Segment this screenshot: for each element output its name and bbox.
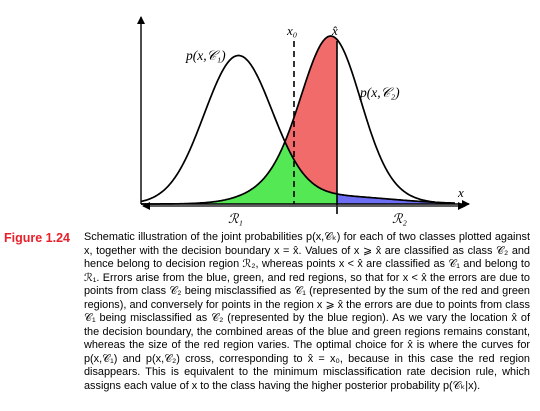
label-x-axis: x bbox=[457, 185, 464, 200]
blue-error-region bbox=[337, 193, 455, 204]
label-xhat: x̂ bbox=[331, 23, 338, 38]
label-region-r2: ℛ₂ bbox=[392, 211, 407, 226]
curve-p-x-c1 bbox=[140, 54, 455, 204]
label-p-x-c2: p(x,𝒞₂) bbox=[359, 85, 400, 100]
label-region-r1: ℛ₁ bbox=[228, 211, 243, 226]
red-error-region bbox=[285, 36, 337, 194]
green-error-region bbox=[141, 141, 337, 204]
label-x0: x₀ bbox=[286, 23, 297, 38]
caption-label: Figure 1.24 bbox=[4, 231, 70, 245]
joint-probability-figure: p(x,𝒞₁) p(x,𝒞₂) x₀ x̂ x ℛ₁ ℛ₂ bbox=[137, 16, 470, 226]
label-p-x-c1: p(x,𝒞₁) bbox=[185, 48, 226, 63]
figure-canvas: p(x,𝒞₁) p(x,𝒞₂) x₀ x̂ x ℛ₁ ℛ₂ bbox=[137, 16, 470, 226]
caption-text: Schematic illustration of the joint prob… bbox=[84, 231, 530, 393]
